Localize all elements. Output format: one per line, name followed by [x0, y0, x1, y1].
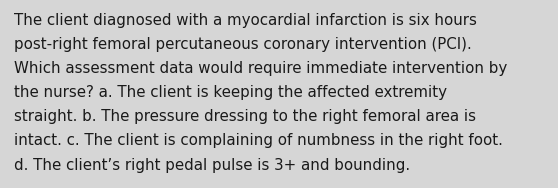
Text: Which assessment data would require immediate intervention by: Which assessment data would require imme…: [14, 61, 507, 76]
Text: intact. c. The client is complaining of numbness in the right foot.: intact. c. The client is complaining of …: [14, 133, 503, 149]
Text: d. The client’s right pedal pulse is 3+ and bounding.: d. The client’s right pedal pulse is 3+ …: [14, 158, 410, 173]
Text: straight. b. The pressure dressing to the right femoral area is: straight. b. The pressure dressing to th…: [14, 109, 476, 124]
Text: The client diagnosed with a myocardial infarction is six hours: The client diagnosed with a myocardial i…: [14, 13, 477, 28]
Text: post-right femoral percutaneous coronary intervention (PCI).: post-right femoral percutaneous coronary…: [14, 37, 472, 52]
Text: the nurse? a. The client is keeping the affected extremity: the nurse? a. The client is keeping the …: [14, 85, 447, 100]
